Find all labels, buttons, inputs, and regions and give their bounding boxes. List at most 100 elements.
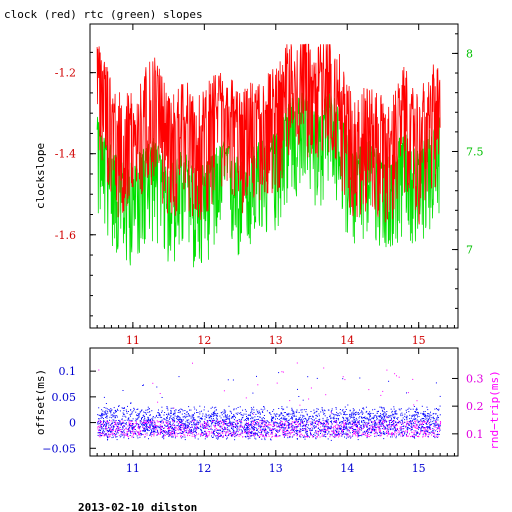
roundtrip-point [257, 384, 259, 386]
offset-point [438, 408, 440, 410]
roundtrip-point [296, 434, 298, 436]
offset-point [190, 409, 192, 411]
offset-point [193, 428, 195, 430]
offset-point [287, 432, 289, 434]
bottom-plot-area [97, 362, 442, 441]
roundtrip-point [220, 420, 222, 422]
roundtrip-point [160, 428, 162, 430]
offset-point [389, 416, 391, 418]
roundtrip-point [176, 435, 178, 437]
roundtrip-point [223, 435, 225, 437]
offset-point [184, 436, 186, 438]
roundtrip-point [290, 432, 292, 434]
roundtrip-point [307, 421, 309, 423]
offset-point [105, 425, 107, 427]
offset-point [100, 423, 102, 425]
offset-point [232, 421, 234, 423]
offset-point [127, 411, 129, 412]
offset-point [173, 420, 175, 422]
roundtrip-point [235, 423, 237, 424]
roundtrip-point [177, 429, 179, 431]
offset-point [307, 435, 309, 437]
roundtrip-point [298, 425, 300, 427]
offset-point [382, 414, 384, 416]
offset-point [432, 429, 434, 431]
roundtrip-point [281, 371, 283, 373]
offset-point [255, 427, 257, 429]
offset-point [130, 413, 132, 415]
roundtrip-point [298, 424, 300, 426]
offset-point [128, 417, 130, 419]
offset-point [283, 417, 285, 419]
offset-point [191, 429, 193, 431]
offset-point [433, 418, 435, 419]
roundtrip-point [159, 424, 161, 426]
offset-point [128, 430, 130, 432]
offset-point [251, 418, 253, 420]
roundtrip-point [361, 433, 363, 435]
roundtrip-point [331, 430, 332, 432]
roundtrip-point [428, 422, 430, 424]
roundtrip-point [265, 425, 267, 427]
offset-point [169, 430, 171, 431]
offset-point [173, 428, 175, 430]
offset-point [425, 433, 427, 435]
offset-point [361, 417, 362, 419]
offset-point [124, 423, 126, 425]
roundtrip-point [175, 427, 177, 429]
roundtrip-point [153, 433, 155, 435]
roundtrip-point [133, 428, 135, 430]
offset-point [152, 417, 154, 419]
offset-point [295, 430, 297, 431]
offset-point [147, 420, 149, 421]
top-y2-tick-label: 7.5 [466, 145, 484, 158]
offset-point [175, 409, 177, 411]
roundtrip-point [144, 422, 146, 424]
offset-point [379, 428, 381, 430]
offset-point [110, 432, 112, 434]
offset-point [162, 436, 164, 438]
roundtrip-point [269, 421, 271, 423]
offset-point [397, 422, 399, 424]
offset-point [413, 415, 415, 417]
offset-point [422, 425, 423, 427]
offset-point [164, 432, 166, 434]
offset-point [184, 415, 186, 417]
offset-point [345, 426, 347, 428]
offset-point [361, 411, 363, 413]
offset-point [211, 435, 212, 437]
offset-point [366, 431, 368, 433]
offset-point [116, 415, 118, 417]
offset-point [349, 428, 351, 430]
offset-point [202, 415, 204, 417]
roundtrip-point [323, 367, 325, 369]
roundtrip-point [98, 425, 100, 427]
roundtrip-point [236, 435, 238, 437]
offset-point [392, 434, 394, 436]
roundtrip-point [378, 427, 380, 429]
roundtrip-point [301, 433, 303, 435]
roundtrip-point [300, 422, 301, 424]
offset-point [160, 427, 162, 429]
offset-point [161, 431, 163, 433]
offset-point [399, 422, 401, 424]
offset-point [145, 413, 147, 415]
offset-point [237, 425, 239, 427]
offset-point [328, 432, 330, 434]
offset-point [288, 419, 290, 421]
roundtrip-point [392, 432, 393, 434]
offset-point [353, 420, 355, 422]
offset-point [305, 417, 307, 419]
offset-point [251, 408, 253, 410]
roundtrip-point [146, 421, 148, 423]
offset-point [112, 434, 114, 436]
roundtrip-point [413, 404, 415, 406]
offset-point [394, 426, 396, 428]
offset-point [215, 406, 217, 408]
offset-point [346, 414, 348, 415]
offset-point [98, 423, 100, 425]
offset-point [149, 427, 151, 429]
offset-point [305, 430, 307, 432]
offset-point [280, 418, 282, 420]
offset-point [225, 434, 227, 436]
